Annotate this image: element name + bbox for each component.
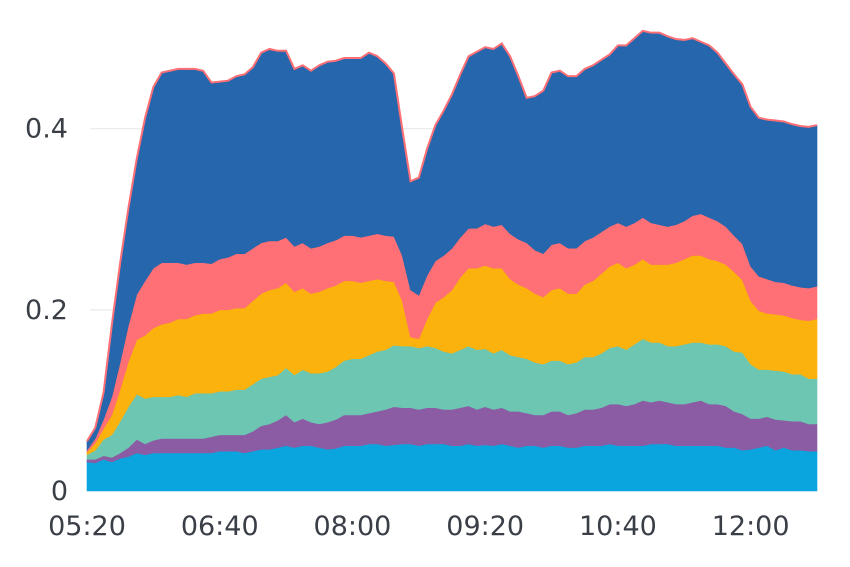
x-tick-label: 10:40: [579, 511, 657, 542]
x-axis-ticks: 05:20 06:40 08:00 09:20 10:40 12:00: [48, 511, 789, 542]
y-tick-label: 0.2: [25, 295, 68, 326]
total-outline-line: [86, 29, 818, 442]
y-tick-label: 0: [51, 476, 68, 507]
x-tick-label: 06:40: [181, 511, 259, 542]
y-axis-ticks: 0 0.2 0.4: [25, 114, 68, 507]
x-tick-label: 12:00: [712, 511, 790, 542]
x-tick-label: 08:00: [314, 511, 392, 542]
x-tick-label: 09:20: [446, 511, 524, 542]
x-tick-label: 05:20: [48, 511, 126, 542]
area-series-layer: [86, 29, 818, 492]
y-tick-label: 0.4: [25, 114, 68, 145]
